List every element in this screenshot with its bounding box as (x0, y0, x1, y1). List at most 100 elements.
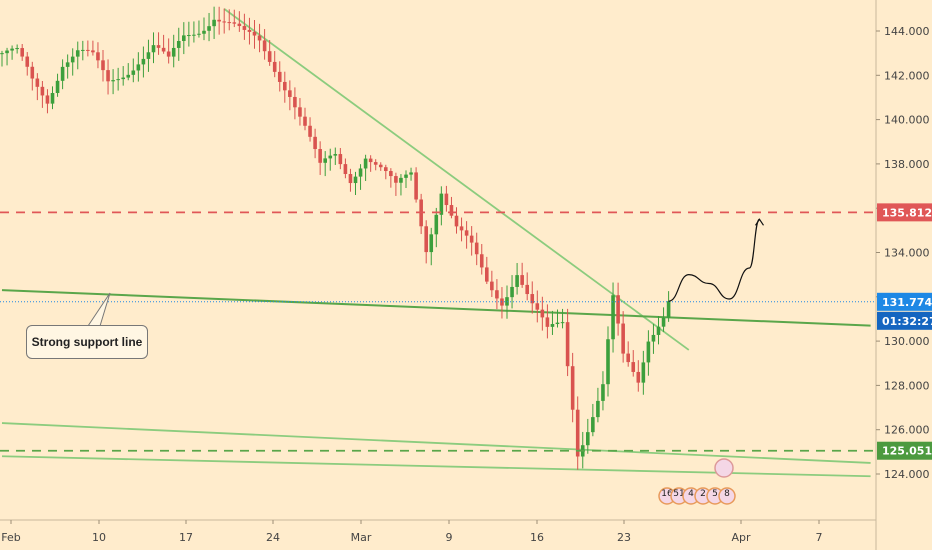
candle-body (474, 242, 479, 255)
candle-body (272, 61, 277, 72)
y-tick-label: 128.000 (884, 379, 930, 392)
current-price-badge: 131.774 (882, 296, 932, 309)
annotation-callout[interactable]: Strong support line (26, 325, 148, 359)
candle-body (141, 58, 146, 65)
resistance-price-badge-bg (877, 203, 932, 222)
candle-body (5, 50, 9, 54)
candle-body (45, 95, 50, 104)
trendline-lower-channel-2 (1, 455, 871, 478)
candle-body (651, 334, 656, 342)
time-axis[interactable]: Feb 10 17 24 Mar 9 16 23 Apr 7 (0, 519, 876, 544)
x-tick-label: 24 (266, 531, 280, 544)
event-marker-label: 16 (661, 489, 673, 499)
candle-body (288, 90, 292, 97)
x-tick-label: 17 (179, 531, 193, 544)
candle-body (151, 45, 156, 53)
candle-body (378, 164, 383, 168)
candle-body (373, 162, 378, 165)
candle-body (60, 66, 65, 81)
candle-body (606, 339, 610, 385)
candle-body (192, 34, 196, 36)
candle-body (661, 317, 666, 327)
candle-body (131, 70, 136, 75)
candle-body (414, 172, 418, 200)
y-tick-label: 124.000 (884, 468, 930, 481)
candle-body (666, 301, 671, 318)
event-flag-icon (714, 458, 734, 478)
candle-body (156, 45, 161, 48)
candle-body (353, 176, 358, 184)
candle-body (631, 362, 636, 372)
candle-body (565, 322, 570, 367)
candle-body (252, 31, 257, 36)
y-tick-label: 140.000 (884, 114, 930, 127)
candle-body (464, 230, 469, 236)
candle-body (222, 21, 226, 23)
candle-body (343, 164, 348, 175)
x-tick-label: Feb (1, 531, 20, 544)
candle-body (277, 71, 282, 82)
candle-body (96, 52, 100, 61)
candle-body (545, 317, 550, 327)
candle-body (454, 215, 459, 227)
projection-arrowhead (755, 218, 764, 226)
candle-body (495, 290, 499, 299)
candle-body (313, 136, 317, 150)
event-marker-label: 2 (700, 489, 706, 499)
event-marker-label: 51 (673, 489, 684, 499)
candle-body (560, 322, 565, 324)
candle-body (641, 362, 646, 383)
candle-body (611, 295, 615, 340)
candle-body (328, 155, 333, 159)
candle-body (636, 371, 641, 383)
overlay-layer: 16 51 4 2 5 8 (87, 218, 764, 505)
candle-body (207, 26, 211, 31)
candle-body (616, 295, 620, 324)
candle-body (55, 80, 60, 94)
candle-body (368, 158, 373, 163)
candle-body (323, 158, 327, 163)
candle-body (0, 53, 4, 55)
candle-body (479, 254, 484, 268)
candles-layer (0, 6, 671, 470)
countdown-badge: 01:32:27 (882, 315, 932, 328)
candle-body (50, 93, 55, 104)
candle-body (575, 409, 580, 457)
horizontal-levels-layer (0, 211, 875, 452)
candle-body (449, 205, 454, 216)
candle-body (530, 294, 535, 304)
current-price-badge-bg (877, 292, 932, 311)
candle-body (91, 50, 95, 53)
candle-body (227, 22, 232, 24)
candle-body (358, 168, 363, 177)
candle-body (535, 303, 540, 310)
candle-body (111, 80, 115, 82)
trendline-downtrend (223, 8, 690, 351)
candle-body (333, 154, 338, 156)
event-marker (718, 487, 736, 505)
candle-body (171, 47, 176, 57)
candle-body (621, 323, 625, 354)
candle-body (555, 322, 560, 325)
candle-body (166, 51, 171, 57)
trendline-support (1, 289, 871, 327)
candle-body (399, 177, 403, 183)
candle-body (434, 214, 439, 235)
countdown-badge-bg (877, 311, 932, 330)
candle-body (70, 56, 75, 63)
y-tick-label: 144.000 (884, 25, 930, 38)
price-axis[interactable]: 144.000142.000140.000138.000136.000134.0… (875, 0, 932, 550)
candle-body (116, 79, 120, 81)
candle-body (161, 47, 166, 52)
candle-body (262, 40, 267, 52)
x-tick-label: 10 (92, 531, 106, 544)
candle-body (515, 275, 519, 287)
candle-body (10, 48, 14, 51)
candle-body (586, 432, 590, 446)
x-tick-label: 23 (617, 531, 631, 544)
x-tick-label: Apr (731, 531, 751, 544)
candle-body (570, 366, 575, 410)
candle-body (469, 235, 474, 243)
